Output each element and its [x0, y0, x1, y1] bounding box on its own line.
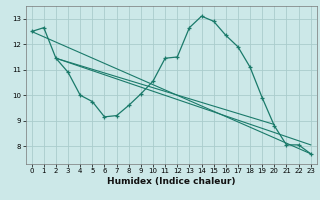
- X-axis label: Humidex (Indice chaleur): Humidex (Indice chaleur): [107, 177, 236, 186]
